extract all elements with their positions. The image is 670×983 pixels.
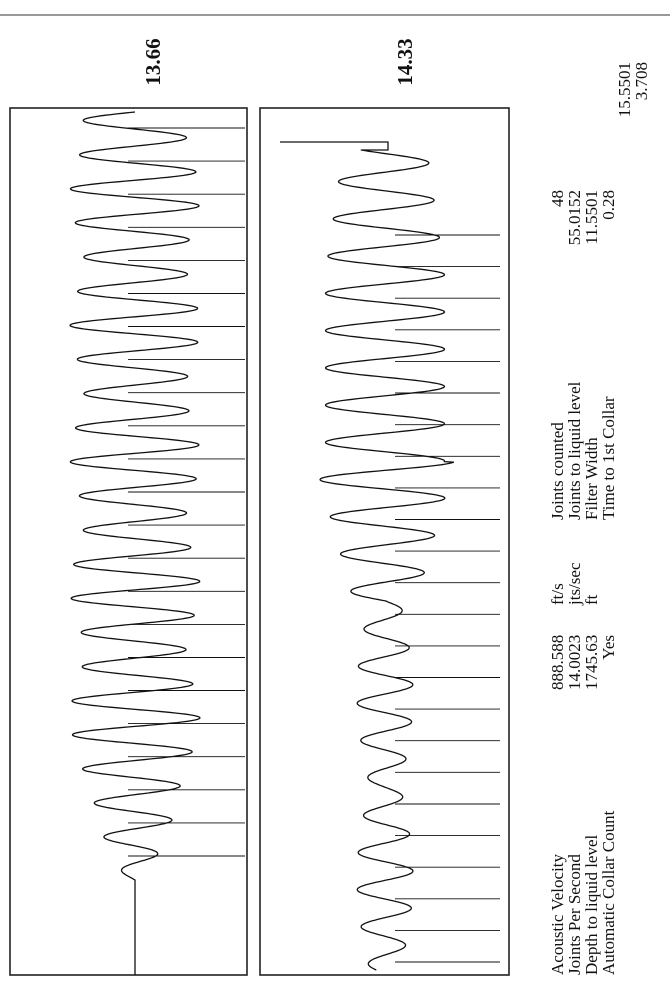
value-filter-width: 11.5501 <box>582 190 601 245</box>
left-acoustic-trace <box>69 111 201 975</box>
value-joints-counted: 48 <box>548 190 567 207</box>
label-filter-width: Filter Width <box>582 437 601 520</box>
results-table: Acoustic Velocity Joints Per Second Dept… <box>548 62 651 975</box>
right-collar-markers <box>395 234 500 963</box>
label-joints-per-second: Joints Per Second <box>565 854 584 975</box>
right-panel-peak-label: 14.33 <box>393 38 417 85</box>
value-joints-to-liquid-level: 55.0152 <box>565 190 584 245</box>
right-acoustic-trace <box>280 141 455 971</box>
left-panel-frame <box>9 107 248 976</box>
label-depth-to-liquid-level: Depth to liquid level <box>582 834 601 975</box>
right-trace-panel <box>259 107 510 976</box>
label-time-to-1st-collar: Time to 1st Collar <box>599 396 618 520</box>
unit-depth-to-liquid-level: ft <box>582 594 601 605</box>
value-depth-to-liquid-level: 1745.63 <box>582 635 601 690</box>
value-extra-1: 15.5501 <box>615 62 634 117</box>
label-joints-counted: Joints counted <box>548 422 567 520</box>
value-extra-2: 3.708 <box>632 62 651 100</box>
unit-acoustic-velocity: ft/s <box>548 583 567 605</box>
unit-joints-per-second: jts/sec <box>565 562 584 606</box>
left-panel-peak-label: 13.66 <box>141 38 165 85</box>
left-collar-markers <box>128 127 245 857</box>
label-acoustic-velocity: Acoustic Velocity <box>548 853 567 975</box>
value-acoustic-velocity: 888.588 <box>548 635 567 690</box>
value-time-to-1st-collar: 0.28 <box>599 190 618 220</box>
value-joints-per-second: 14.0023 <box>565 635 584 690</box>
label-joints-to-liquid-level: Joints to liquid level <box>565 381 584 520</box>
right-panel-frame <box>259 107 510 976</box>
label-automatic-collar-count: Automatic Collar Count <box>599 810 618 975</box>
left-trace-panel <box>9 107 248 976</box>
value-automatic-collar-count: Yes <box>599 635 618 660</box>
